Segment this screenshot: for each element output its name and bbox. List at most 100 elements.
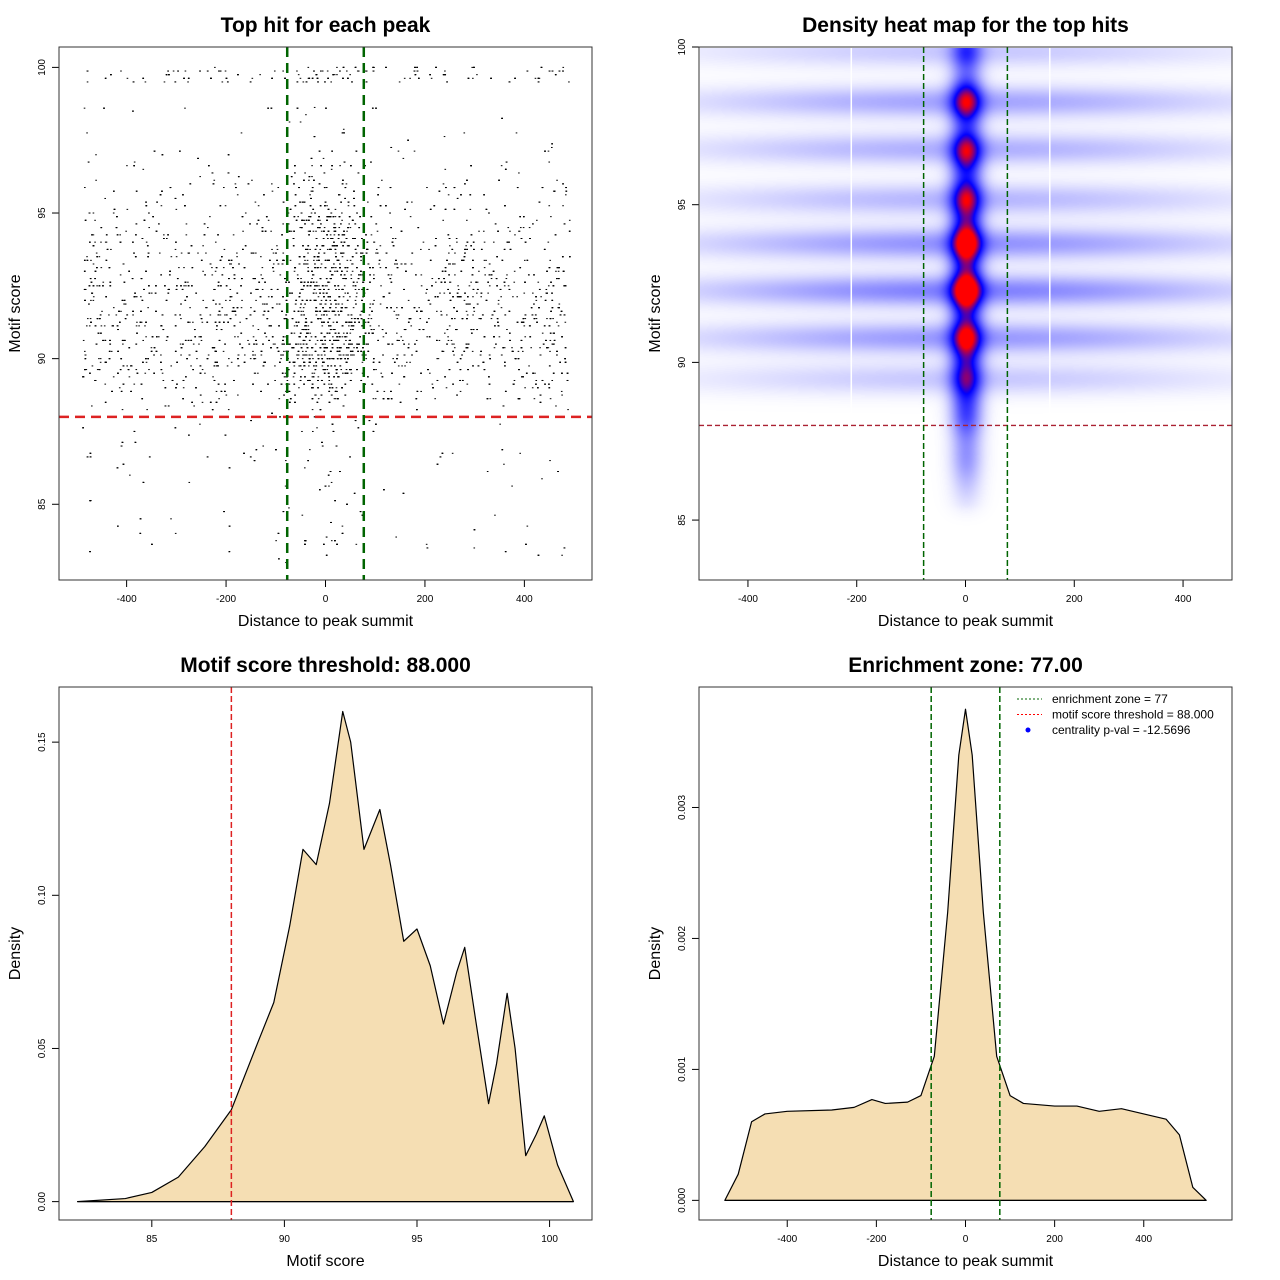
scatter-point [287, 212, 290, 214]
scatter-point [214, 66, 216, 68]
scatter-point [147, 307, 149, 309]
scatter-point [342, 278, 344, 280]
scatter-point [561, 394, 563, 396]
scatter-point [538, 77, 541, 79]
scatter-point [315, 292, 318, 294]
scatter-point [241, 299, 243, 301]
scatter-point [442, 350, 445, 352]
scatter-point [298, 365, 300, 367]
scatter-point [331, 394, 333, 396]
scatter-point [158, 252, 161, 254]
scatter-point [276, 245, 278, 247]
scatter-point [560, 390, 563, 392]
scatter-point [274, 365, 276, 367]
scatter-point [302, 343, 305, 345]
scatter-point [490, 318, 493, 320]
scatter-point [161, 372, 164, 374]
scatter-point [112, 212, 115, 214]
scatter-point [549, 339, 552, 341]
scatter-point [383, 390, 386, 392]
scatter-point [120, 70, 122, 72]
scatter-point [549, 259, 551, 261]
scatter-point [334, 208, 337, 210]
scatter-point [567, 409, 569, 411]
scatter-point [342, 372, 344, 374]
scatter-point [202, 245, 204, 247]
scatter-point [484, 274, 486, 276]
scatter-point [104, 241, 107, 243]
scatter-point [185, 234, 188, 236]
scatter-point [395, 314, 398, 316]
scatter-point [170, 256, 173, 258]
scatter-point [254, 201, 257, 203]
scatter-point [205, 307, 207, 309]
scatter-point [279, 274, 282, 276]
scatter-point [345, 183, 348, 185]
scatter-point [403, 329, 406, 331]
scatter-point [86, 318, 89, 320]
scatter-point [536, 219, 538, 221]
scatter-point [480, 296, 483, 298]
scatter-point [299, 121, 302, 123]
scatter-point [98, 358, 100, 360]
scatter-point [564, 321, 567, 323]
scatter-point [443, 292, 446, 294]
scatter-point [100, 325, 103, 327]
scatter-point [188, 481, 191, 483]
y-axis-label: Motif score [7, 274, 24, 352]
scatter-point [534, 77, 537, 79]
scatter-point [448, 252, 450, 254]
scatter-point [350, 274, 353, 276]
scatter-point [133, 161, 136, 163]
scatter-point [519, 227, 522, 229]
scatter-point [334, 398, 337, 400]
scatter-point [302, 219, 305, 221]
scatter-point [221, 307, 224, 309]
scatter-point [489, 398, 492, 400]
scatter-point [189, 321, 191, 323]
scatter-point [309, 449, 311, 451]
scatter-point [272, 263, 275, 265]
scatter-point [197, 252, 199, 254]
scatter-point [526, 525, 529, 527]
scatter-point [418, 307, 420, 309]
scatter-point [493, 347, 496, 349]
x-tick-label: -400 [117, 594, 137, 605]
scatter-point [288, 507, 290, 509]
scatter-point [301, 329, 304, 331]
scatter-point [180, 252, 183, 254]
scatter-point [326, 285, 328, 287]
scatter-point [236, 194, 239, 196]
scatter-point [494, 514, 496, 516]
scatter-point [390, 274, 393, 276]
scatter-point [373, 66, 375, 68]
scatter-point [490, 278, 493, 280]
scatter-point [396, 307, 398, 309]
scatter-point [332, 310, 335, 312]
scatter-point [519, 452, 521, 454]
scatter-point [272, 343, 275, 345]
scatter-point [307, 66, 310, 68]
scatter-point [136, 321, 138, 323]
scatter-point [312, 230, 315, 232]
scatter-point [503, 285, 506, 287]
scatter-point [129, 474, 131, 476]
scatter-point [237, 394, 239, 396]
scatter-point [524, 387, 526, 389]
scatter-point [274, 343, 276, 345]
scatter-point [420, 248, 422, 250]
scatter-point [174, 532, 177, 534]
scatter-point [374, 398, 377, 400]
scatter-point [402, 157, 405, 159]
scatter-point [229, 299, 231, 301]
scatter-point [335, 307, 337, 309]
scatter-point [409, 77, 411, 79]
scatter-point [455, 238, 458, 240]
scatter-point [466, 383, 469, 385]
scatter-point [396, 318, 399, 320]
scatter-point [346, 259, 349, 261]
scatter-point [199, 423, 201, 425]
scatter-point [332, 329, 335, 331]
scatter-point [514, 234, 516, 236]
scatter-point [373, 299, 375, 301]
